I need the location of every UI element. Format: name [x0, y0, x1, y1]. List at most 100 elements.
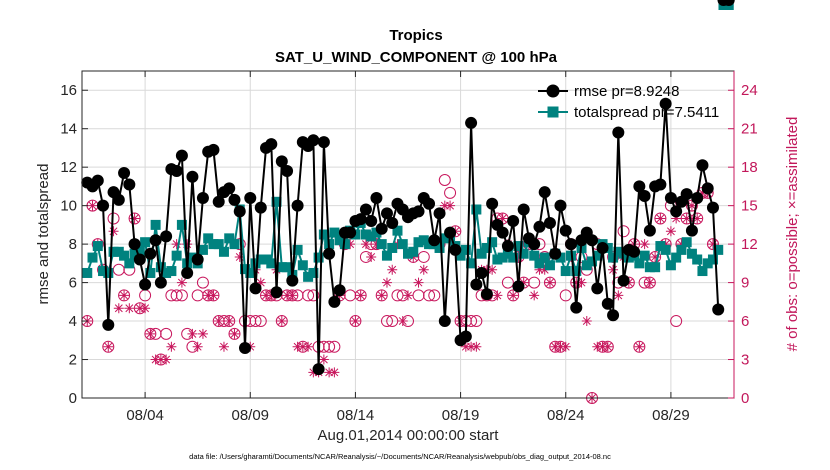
obs-assimilated-marker — [297, 341, 308, 352]
x-tick-label: 08/19 — [442, 407, 480, 424]
obs-possible-marker — [444, 186, 457, 199]
rmse-point — [118, 166, 131, 179]
obs-possible-marker — [196, 276, 209, 289]
obs-assimilated-marker — [208, 290, 219, 301]
obs-assimilated-marker — [555, 341, 566, 352]
obs-assimilated-marker — [408, 251, 419, 262]
obs-possible-marker — [402, 315, 414, 328]
totalspread-point — [161, 267, 172, 278]
obs-assimilated-marker — [229, 328, 240, 339]
obs-assimilated-marker — [392, 239, 403, 250]
totalspread-point — [623, 252, 634, 263]
rmse-point — [244, 191, 257, 204]
obs-assimilated-marker — [87, 200, 98, 211]
rmse-point — [275, 155, 288, 168]
rmse-point — [465, 116, 478, 129]
rmse-point — [160, 230, 173, 243]
obs-assimilated-marker — [161, 354, 172, 365]
totalspread-point — [707, 254, 718, 265]
obs-assimilated-marker — [644, 277, 655, 288]
obs-assimilated-marker — [460, 341, 471, 352]
obs-assimilated-marker — [466, 341, 477, 352]
rmse-point — [475, 266, 488, 279]
totalspread-point — [408, 246, 419, 257]
rmse-point — [170, 165, 183, 178]
obs-assimilated-marker — [613, 290, 624, 301]
obs-assimilated-marker — [350, 316, 361, 327]
rmse-point — [154, 276, 167, 289]
rmse-point — [596, 241, 609, 254]
obs-possible-marker — [354, 289, 367, 302]
rmse-point — [97, 199, 110, 212]
totalspread-point — [82, 267, 93, 278]
rmse-point — [449, 243, 462, 256]
rmse-point — [643, 224, 656, 237]
totalspread-point — [650, 262, 661, 273]
obs-assimilated-marker — [329, 367, 340, 378]
rmse-point — [459, 330, 472, 343]
obs-assimilated-marker — [155, 354, 166, 365]
y-right-tick-label: 6 — [741, 313, 749, 330]
rmse-point — [444, 226, 457, 239]
obs-assimilated-marker — [676, 239, 687, 250]
rmse-point — [228, 193, 241, 206]
y-right-tick-label: 21 — [741, 121, 758, 138]
totalspread-point — [197, 244, 208, 255]
totalspread-point — [255, 254, 266, 265]
totalspread-point — [413, 237, 424, 248]
rmse-point — [538, 186, 551, 199]
totalspread-point — [492, 254, 503, 265]
obs-assimilated-marker — [608, 264, 619, 275]
obs-assimilated-marker — [381, 277, 392, 288]
rmse-point — [543, 216, 556, 229]
obs-possible-marker — [170, 289, 183, 302]
x-tick-label: 08/04 — [126, 407, 164, 424]
totalspread-point — [339, 239, 350, 250]
rmse-point — [565, 238, 577, 251]
rmse-point — [680, 188, 693, 201]
rmse-point — [323, 247, 336, 260]
totalspread-point — [571, 266, 582, 277]
rmse-point — [328, 295, 341, 308]
totalspread-point — [665, 260, 676, 271]
x-tick-label: 08/14 — [337, 407, 375, 424]
obs-assimilated-marker — [308, 367, 319, 378]
chart-subtitle: SAT_U_WIND_COMPONENT @ 100 hPa — [275, 49, 558, 66]
totalspread-point — [124, 258, 135, 269]
rmse-point — [433, 207, 446, 220]
obs-assimilated-marker — [324, 367, 335, 378]
x-axis-label: Aug.01,2014 00:00:00 start — [318, 427, 500, 444]
obs-assimilated-marker — [508, 290, 519, 301]
obs-assimilated-marker — [176, 277, 187, 288]
rmse-point — [312, 363, 325, 376]
totalspread-point — [224, 233, 235, 244]
totalspread-point — [282, 262, 293, 273]
totalspread-point — [329, 227, 340, 238]
rmse-point — [691, 191, 704, 204]
obs-assimilated-marker — [113, 303, 124, 314]
rmse-point — [496, 226, 509, 239]
rmse-point — [517, 203, 530, 216]
obs-possible-marker — [423, 289, 436, 302]
obs-possible-marker — [380, 315, 393, 328]
y-right-tick-label: 12 — [741, 236, 758, 253]
totalspread-point — [634, 258, 645, 269]
totalspread-point — [297, 260, 308, 271]
rmse-point — [412, 205, 425, 218]
rmse-point — [612, 126, 625, 139]
rmse-point — [317, 136, 330, 149]
totalspread-point — [371, 227, 382, 238]
rmse-point — [654, 178, 667, 191]
rmse-point — [486, 197, 499, 210]
rmse-point — [664, 191, 677, 204]
rmse-point — [423, 197, 436, 210]
totalspread-point — [240, 264, 250, 275]
totalspread-point — [660, 244, 671, 255]
rmse-point — [722, 0, 735, 6]
obs-assimilated-marker — [234, 251, 245, 262]
rmse-point — [102, 318, 115, 331]
totalspread-point — [534, 258, 545, 269]
totalspread-point — [676, 244, 687, 255]
rmse-point — [128, 238, 141, 251]
obs-assimilated-marker — [686, 200, 697, 211]
